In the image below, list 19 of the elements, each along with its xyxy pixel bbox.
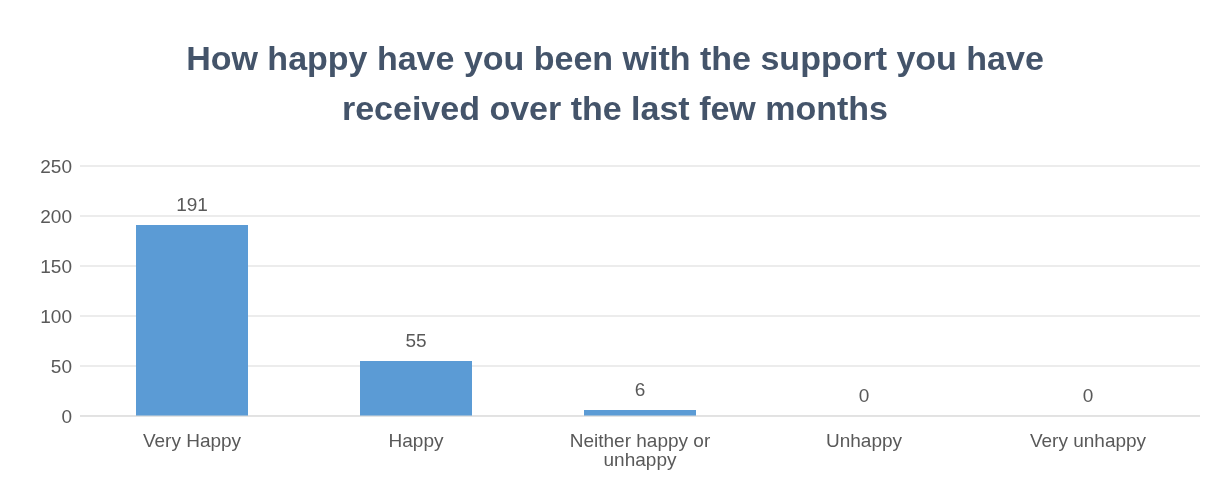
data-label: 191 [176, 194, 208, 215]
data-label: 0 [858, 385, 870, 406]
data-label: 55 [405, 330, 427, 351]
x-tick-label: Very Happy [142, 430, 242, 452]
bar [136, 225, 248, 416]
y-tick-label: 100 [40, 305, 72, 327]
y-tick-label: 250 [40, 155, 72, 177]
data-label: 0 [1082, 385, 1094, 406]
bar [360, 361, 472, 416]
x-tick-label: Unhappy [825, 430, 903, 452]
x-tick-label: Happy [388, 430, 444, 452]
data-label: 6 [634, 379, 646, 400]
y-tick-label: 50 [50, 355, 72, 377]
x-tick-label: Very unhappy [1029, 430, 1147, 452]
y-tick-label: 150 [40, 255, 72, 277]
chart-title: How happy have you been with the support you have received over the last few months [185, 38, 1045, 129]
x-tick-label: Neither happy or unhappy [569, 430, 711, 471]
y-tick-label: 200 [40, 205, 72, 227]
y-tick-label: 0 [61, 405, 72, 427]
